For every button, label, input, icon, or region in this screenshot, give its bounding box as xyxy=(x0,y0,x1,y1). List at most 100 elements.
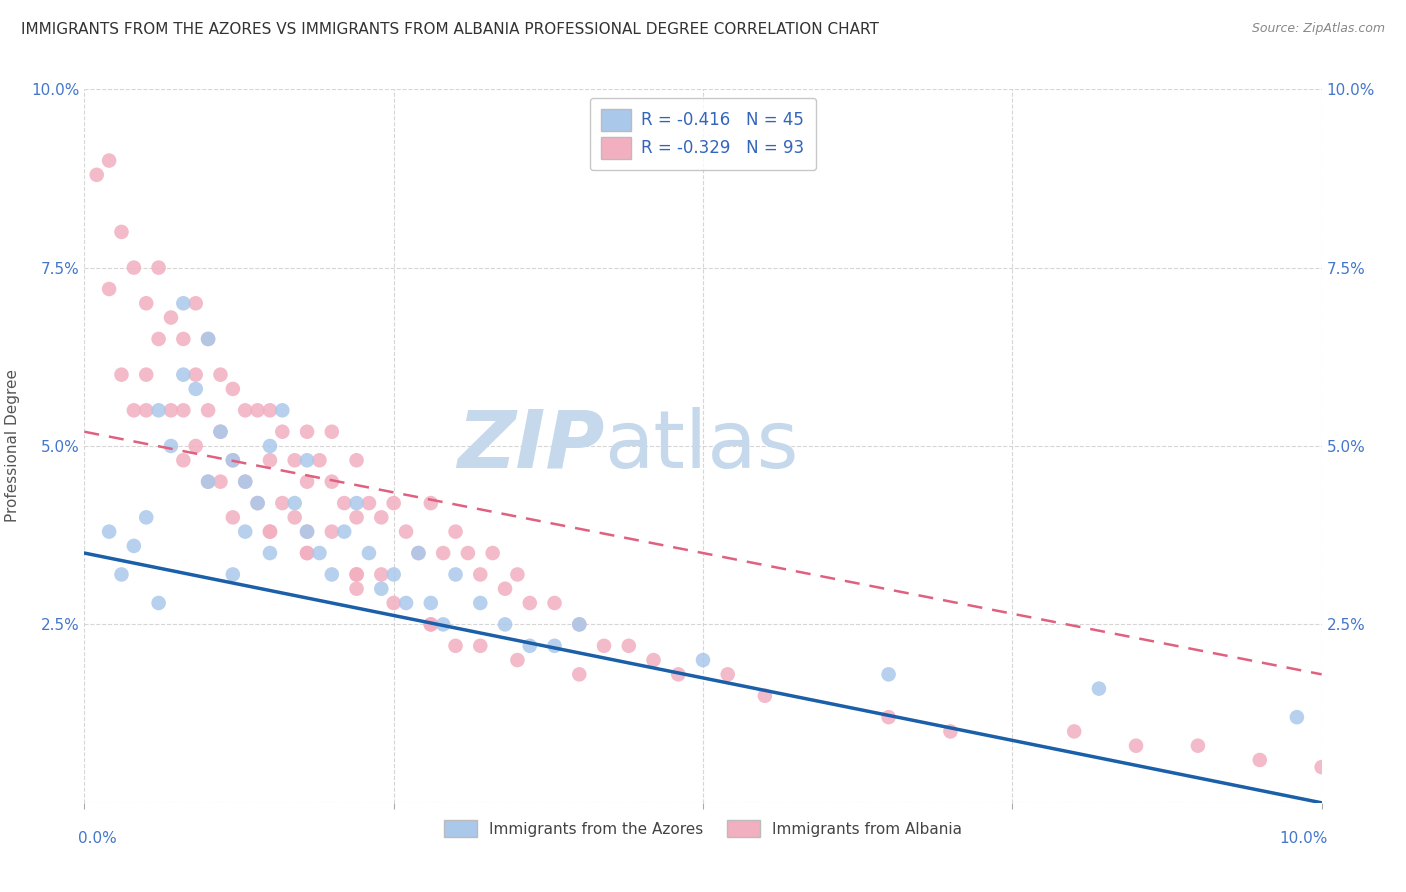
Point xyxy=(160,403,183,417)
Point xyxy=(98,153,121,168)
Point xyxy=(295,453,318,467)
Point xyxy=(209,425,232,439)
Point xyxy=(122,539,145,553)
Point xyxy=(877,710,900,724)
Point xyxy=(86,168,108,182)
Point xyxy=(1310,760,1333,774)
Point xyxy=(643,653,665,667)
Text: IMMIGRANTS FROM THE AZORES VS IMMIGRANTS FROM ALBANIA PROFESSIONAL DEGREE CORREL: IMMIGRANTS FROM THE AZORES VS IMMIGRANTS… xyxy=(21,22,879,37)
Point xyxy=(408,546,430,560)
Point xyxy=(259,439,281,453)
Point xyxy=(222,382,245,396)
Text: ZIP: ZIP xyxy=(457,407,605,485)
Point xyxy=(395,596,418,610)
Point xyxy=(1063,724,1085,739)
Point xyxy=(233,524,256,539)
Point xyxy=(346,567,368,582)
Point xyxy=(444,567,467,582)
Point xyxy=(135,368,157,382)
Text: atlas: atlas xyxy=(605,407,799,485)
Point xyxy=(382,567,405,582)
Point xyxy=(98,524,121,539)
Point xyxy=(284,510,307,524)
Point xyxy=(717,667,740,681)
Point xyxy=(233,475,256,489)
Point xyxy=(506,567,529,582)
Point xyxy=(197,475,219,489)
Point xyxy=(172,368,194,382)
Point xyxy=(444,639,467,653)
Point xyxy=(333,524,356,539)
Point xyxy=(284,496,307,510)
Point xyxy=(295,546,318,560)
Point xyxy=(432,546,454,560)
Point xyxy=(271,496,294,510)
Point xyxy=(346,453,368,467)
Point xyxy=(568,617,591,632)
Point xyxy=(197,403,219,417)
Point xyxy=(308,546,330,560)
Point xyxy=(568,667,591,681)
Point xyxy=(135,403,157,417)
Point xyxy=(754,689,776,703)
Point xyxy=(593,639,616,653)
Point xyxy=(110,225,132,239)
Point xyxy=(357,496,380,510)
Point xyxy=(259,524,281,539)
Point xyxy=(284,453,307,467)
Point xyxy=(494,582,516,596)
Point xyxy=(148,596,170,610)
Point xyxy=(432,617,454,632)
Point xyxy=(1187,739,1209,753)
Point xyxy=(197,332,219,346)
Y-axis label: Professional Degree: Professional Degree xyxy=(6,369,20,523)
Point xyxy=(135,510,157,524)
Point xyxy=(382,596,405,610)
Point xyxy=(519,596,541,610)
Point xyxy=(122,260,145,275)
Point xyxy=(321,475,343,489)
Point xyxy=(494,617,516,632)
Point xyxy=(233,475,256,489)
Point xyxy=(419,617,441,632)
Point xyxy=(122,403,145,417)
Point xyxy=(382,496,405,510)
Point xyxy=(346,496,368,510)
Point xyxy=(346,510,368,524)
Point xyxy=(395,524,418,539)
Point xyxy=(209,368,232,382)
Point xyxy=(419,617,441,632)
Point xyxy=(346,567,368,582)
Point xyxy=(481,546,503,560)
Point xyxy=(172,332,194,346)
Point xyxy=(259,524,281,539)
Point xyxy=(172,403,194,417)
Point xyxy=(184,382,207,396)
Point xyxy=(692,653,714,667)
Point xyxy=(110,567,132,582)
Point xyxy=(408,546,430,560)
Point xyxy=(357,546,380,560)
Point xyxy=(295,524,318,539)
Point xyxy=(543,596,565,610)
Point xyxy=(222,453,245,467)
Point xyxy=(110,368,132,382)
Point xyxy=(135,296,157,310)
Point xyxy=(333,496,356,510)
Point xyxy=(160,439,183,453)
Point xyxy=(666,667,689,681)
Point xyxy=(184,439,207,453)
Point xyxy=(346,582,368,596)
Point xyxy=(321,567,343,582)
Point xyxy=(172,296,194,310)
Point xyxy=(1088,681,1111,696)
Point xyxy=(148,260,170,275)
Point xyxy=(470,639,492,653)
Point xyxy=(148,332,170,346)
Point xyxy=(160,310,183,325)
Point xyxy=(259,453,281,467)
Point xyxy=(321,524,343,539)
Point xyxy=(222,510,245,524)
Point xyxy=(271,425,294,439)
Point xyxy=(222,453,245,467)
